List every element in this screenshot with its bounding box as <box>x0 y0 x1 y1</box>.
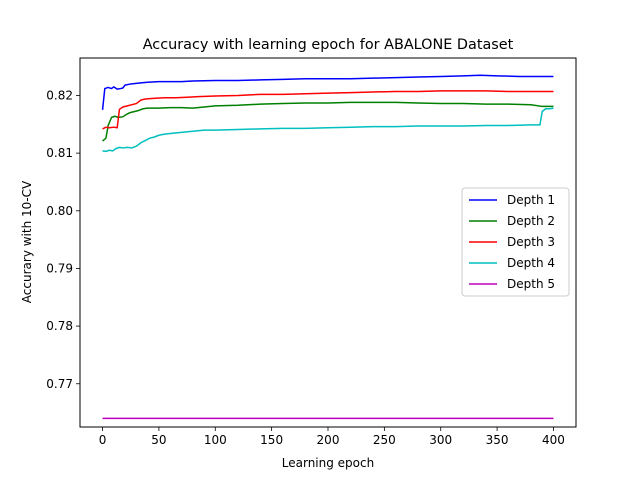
x-tick-label: 350 <box>486 433 509 447</box>
y-tick-label: 0.82 <box>46 88 73 102</box>
legend-label-depth-2: Depth 2 <box>507 214 555 228</box>
x-tick-label: 250 <box>373 433 396 447</box>
series-layer <box>101 74 554 420</box>
x-tick-label: 100 <box>204 433 227 447</box>
legend-label-depth-1: Depth 1 <box>507 193 555 207</box>
y-tick-label: 0.79 <box>46 261 73 275</box>
chart-title: Accuracy with learning epoch for ABALONE… <box>143 37 514 53</box>
x-axis: 0 50 100 150 200 250 300 350 400 <box>99 427 565 447</box>
x-tick-label: 300 <box>429 433 452 447</box>
y-tick-label: 0.81 <box>46 146 73 160</box>
legend: Depth 1 Depth 2 Depth 3 Depth 4 Depth 5 <box>461 187 570 297</box>
legend-label-depth-3: Depth 3 <box>507 235 555 249</box>
x-tick-label: 50 <box>151 433 166 447</box>
y-tick-label: 0.80 <box>46 204 73 218</box>
y-axis-label: Accurary with 10-CV <box>20 180 34 303</box>
x-tick-label: 200 <box>317 433 340 447</box>
series-line-depth-2 <box>102 101 554 142</box>
legend-label-depth-5: Depth 5 <box>507 277 555 291</box>
y-tick-label: 0.77 <box>46 377 73 391</box>
x-tick-label: 0 <box>99 433 107 447</box>
x-axis-label: Learning epoch <box>282 456 374 470</box>
legend-label-depth-4: Depth 4 <box>507 256 555 270</box>
y-axis: 0.77 0.78 0.79 0.80 0.81 0.82 <box>46 88 80 391</box>
x-tick-label: 150 <box>260 433 283 447</box>
y-tick-label: 0.78 <box>46 319 73 333</box>
series-line-depth-3 <box>102 90 554 130</box>
series-line-depth-4 <box>102 107 554 153</box>
legend-box <box>461 187 570 297</box>
series-line-depth-1 <box>101 74 554 110</box>
x-tick-label: 400 <box>542 433 565 447</box>
